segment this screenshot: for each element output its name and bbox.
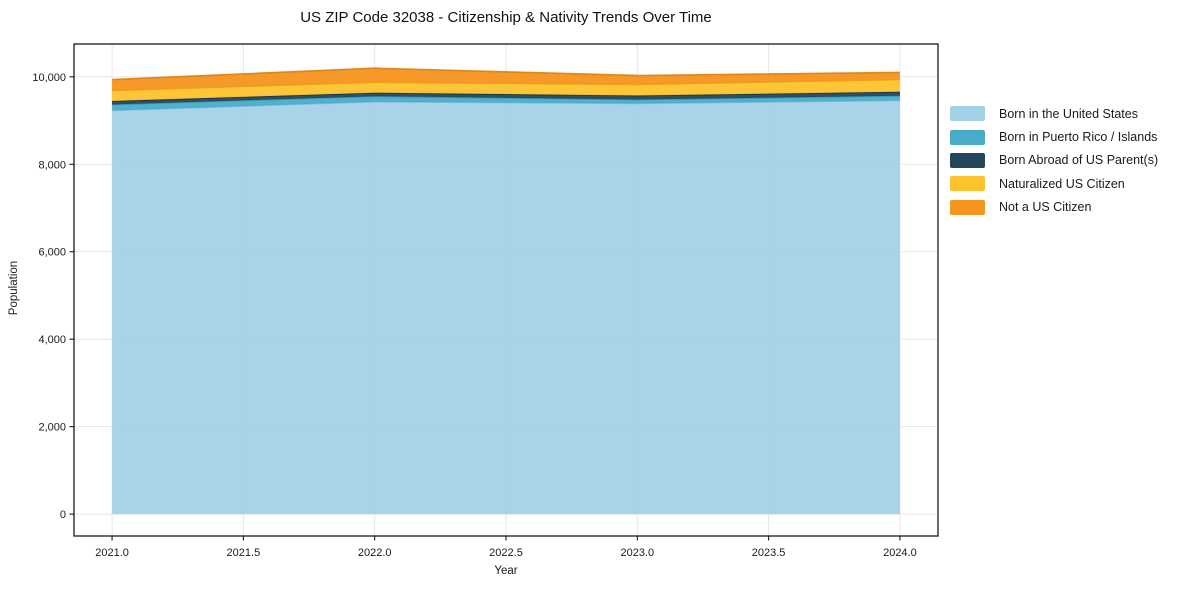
legend-swatch-icon	[950, 176, 985, 192]
legend-row: Born in Puerto Rico / Islands	[950, 125, 1158, 148]
y-tick-label: 10,000	[32, 72, 66, 84]
y-tick-label: 0	[60, 509, 66, 521]
area-series-0	[112, 99, 900, 515]
area-series-4	[112, 67, 900, 91]
legend-label: Naturalized US Citizen	[999, 176, 1125, 191]
area-top-edge-4	[112, 67, 900, 81]
legend-swatch-icon	[950, 152, 985, 168]
legend-label: Born Abroad of US Parent(s)	[999, 153, 1159, 168]
x-tick-label: 2022.5	[489, 547, 523, 559]
x-tick-label: 2021.0	[95, 547, 129, 559]
legend-swatch-icon	[950, 199, 985, 215]
chart-title: US ZIP Code 32038 - Citizenship & Nativi…	[300, 9, 712, 26]
y-tick-label: 4,000	[38, 334, 66, 346]
area-top-edge-1	[112, 94, 900, 106]
legend: Born in the United States Born in Puerto …	[950, 102, 1158, 219]
x-tick-label: 2023.0	[620, 547, 654, 559]
y-tick-label: 2,000	[38, 422, 66, 434]
x-axis-label: Year	[494, 565, 518, 577]
legend-row: Not a US Citizen	[950, 196, 1158, 219]
legend-label: Born in Puerto Rico / Islands	[999, 130, 1158, 145]
axis-ticks: 2021.0 2021.5 2022.0 2022.5 2023.0 2023.5 2024…	[32, 72, 916, 559]
legend-row: Naturalized US Citizen	[950, 172, 1158, 195]
legend-swatch-icon	[950, 129, 985, 145]
y-axis-label: Population	[8, 260, 20, 316]
y-tick-label: 8,000	[38, 159, 66, 171]
x-tick-label: 2022.0	[358, 547, 392, 559]
area-series-1	[112, 94, 900, 111]
legend-label: Born in the United States	[999, 106, 1138, 121]
legend-swatch-icon	[950, 106, 985, 122]
legend-label: Not a US Citizen	[999, 200, 1092, 215]
y-tick-label: 6,000	[38, 247, 66, 259]
x-tick-label: 2021.5	[227, 547, 261, 559]
legend-row: Born Abroad of US Parent(s)	[950, 149, 1158, 172]
x-tick-label: 2024.0	[883, 547, 917, 559]
legend-row: Born in the United States	[950, 102, 1158, 125]
x-tick-label: 2023.5	[752, 547, 786, 559]
